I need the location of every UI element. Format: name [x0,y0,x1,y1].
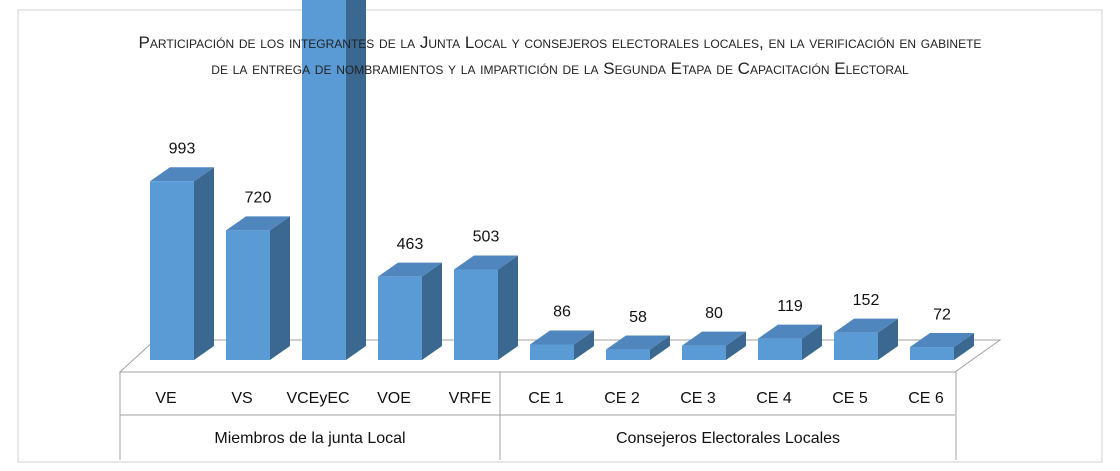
data-label: 58 [629,309,647,326]
bar-side [422,262,442,360]
bar-side [346,0,366,360]
x-tick-label: VE [155,390,176,407]
bar-side [726,331,746,360]
x-tick-label: VCEyEC [286,390,349,407]
bar-side [878,318,898,360]
bar-front [454,269,498,360]
data-label: 80 [705,305,723,322]
bar [834,318,898,360]
chart-title: Participación de los integrantes de la J… [138,33,982,78]
group-label: Miembros de la junta Local [214,430,405,447]
bar-front [682,345,726,360]
x-tick-label: CE 1 [528,390,564,407]
bar-top [910,333,974,348]
bar-top [150,167,214,182]
x-tick-label: CE 3 [680,390,716,407]
bar-front [530,344,574,360]
bar-side [574,330,594,360]
bar [682,331,746,360]
bar-side [650,335,670,360]
data-label: 720 [245,190,272,207]
x-tick-label: CE 5 [832,390,868,407]
bar-top [834,318,898,333]
x-tick-label: VRFE [449,390,492,407]
bar-top [378,262,442,277]
bar-front [910,347,954,360]
bar-top [530,330,594,345]
bar [910,333,974,360]
bar [302,0,366,360]
bar-top [454,255,518,270]
x-tick-label: VOE [377,390,411,407]
bar-front [378,276,422,360]
bar-side [194,167,214,360]
bar-front [226,230,270,360]
x-tick-label: CE 2 [604,390,640,407]
bar-top [226,216,290,231]
bar-front [758,338,802,360]
bar [378,262,442,360]
data-label: 152 [853,292,880,309]
bar-side [498,255,518,360]
bar-front [834,332,878,360]
data-label: 86 [553,304,571,321]
x-tick-label: CE 6 [908,390,944,407]
data-label: 993 [169,140,196,157]
bar-top [758,324,822,339]
bar [150,167,214,360]
x-tick-label: CE 4 [756,390,792,407]
bar [226,216,290,360]
bar-front [606,349,650,360]
data-label: 463 [397,236,424,253]
bar-top [606,335,670,350]
bar [606,335,670,360]
x-tick-label: VS [231,390,252,407]
bar [530,330,594,360]
bar-side [954,333,974,360]
data-label: 119 [777,298,803,315]
bar [758,324,822,360]
bar [454,255,518,360]
bar-side [270,216,290,360]
data-label: 72 [933,306,951,323]
bar-top [682,331,746,346]
bar-front [150,181,194,360]
bar-side [802,324,822,360]
bar-front [302,0,346,360]
data-label: 503 [473,229,500,246]
group-label: Consejeros Electorales Locales [616,430,840,447]
